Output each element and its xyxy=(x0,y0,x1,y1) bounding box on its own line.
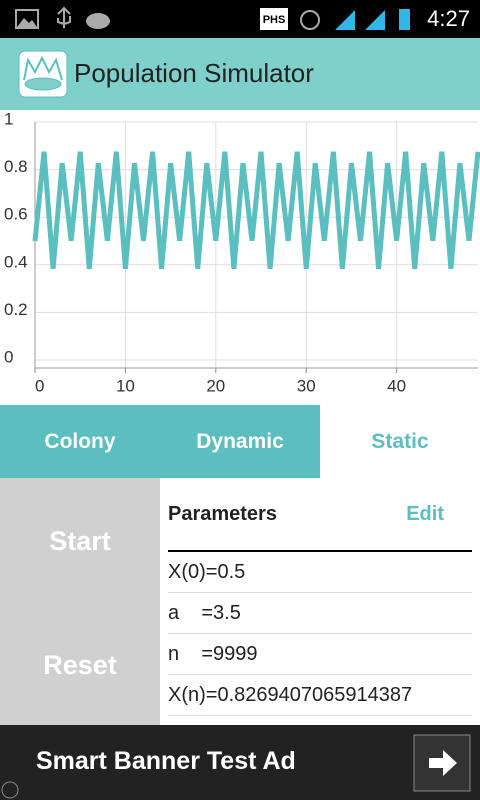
parameter-row: n =9999 xyxy=(168,634,472,675)
parameters-header: Parameters Edit xyxy=(168,478,472,552)
tab[interactable]: Static xyxy=(320,405,480,478)
app-title: Population Simulator xyxy=(74,58,314,88)
control-panel: Start Reset xyxy=(0,478,160,725)
tab[interactable]: Dynamic xyxy=(160,405,320,478)
x-tick-label: 30 xyxy=(297,376,316,395)
edit-button[interactable]: Edit xyxy=(406,502,444,525)
reset-button[interactable]: Reset xyxy=(43,650,117,680)
tab[interactable]: Colony xyxy=(0,405,160,478)
parameters-heading: Parameters xyxy=(168,502,277,525)
chart: 00.20.40.60.810 10 20 30 40 xyxy=(4,110,480,395)
y-tick-label: 0.2 xyxy=(4,300,28,319)
parameter-row: X(n)=0.8269407065914387 xyxy=(168,675,472,716)
y-tick-label: 0.6 xyxy=(4,205,28,224)
y-tick-label: 0.4 xyxy=(4,252,28,271)
y-tick-label: 0.8 xyxy=(4,157,28,176)
y-tick-label: 0 xyxy=(4,347,13,366)
data-line xyxy=(32,151,480,270)
carrier-label: PHS xyxy=(263,14,286,26)
status-icons: PHS 4:27 xyxy=(15,6,470,31)
x-tick-label: 40 xyxy=(387,376,406,395)
parameter-row: a =3.5 xyxy=(168,593,472,634)
app-bar: Population Simulator xyxy=(0,38,480,110)
clock: 4:27 xyxy=(427,6,470,31)
x-tick-label: 20 xyxy=(206,376,225,395)
parameter-row: X(0)=0.5 xyxy=(168,552,472,593)
ad-info-icon[interactable] xyxy=(0,778,22,800)
ad-text: Smart Banner Test Ad xyxy=(36,747,296,775)
status-bar: PHS 4:27 xyxy=(0,0,480,38)
ad-arrow-button[interactable] xyxy=(413,734,471,792)
parameters-panel: Parameters Edit X(0)=0.5 a =3.5 n =9999 … xyxy=(168,478,472,716)
x-tick-label: 10 xyxy=(116,376,135,395)
y-tick-label: 1 xyxy=(4,110,13,128)
start-button[interactable]: Start xyxy=(49,526,111,556)
ad-banner[interactable]: Smart Banner Test Ad xyxy=(0,725,480,800)
x-tick-label: 0 xyxy=(35,376,44,395)
app-icon xyxy=(18,50,68,98)
tab-bar: Colony Dynamic Static xyxy=(0,405,480,478)
